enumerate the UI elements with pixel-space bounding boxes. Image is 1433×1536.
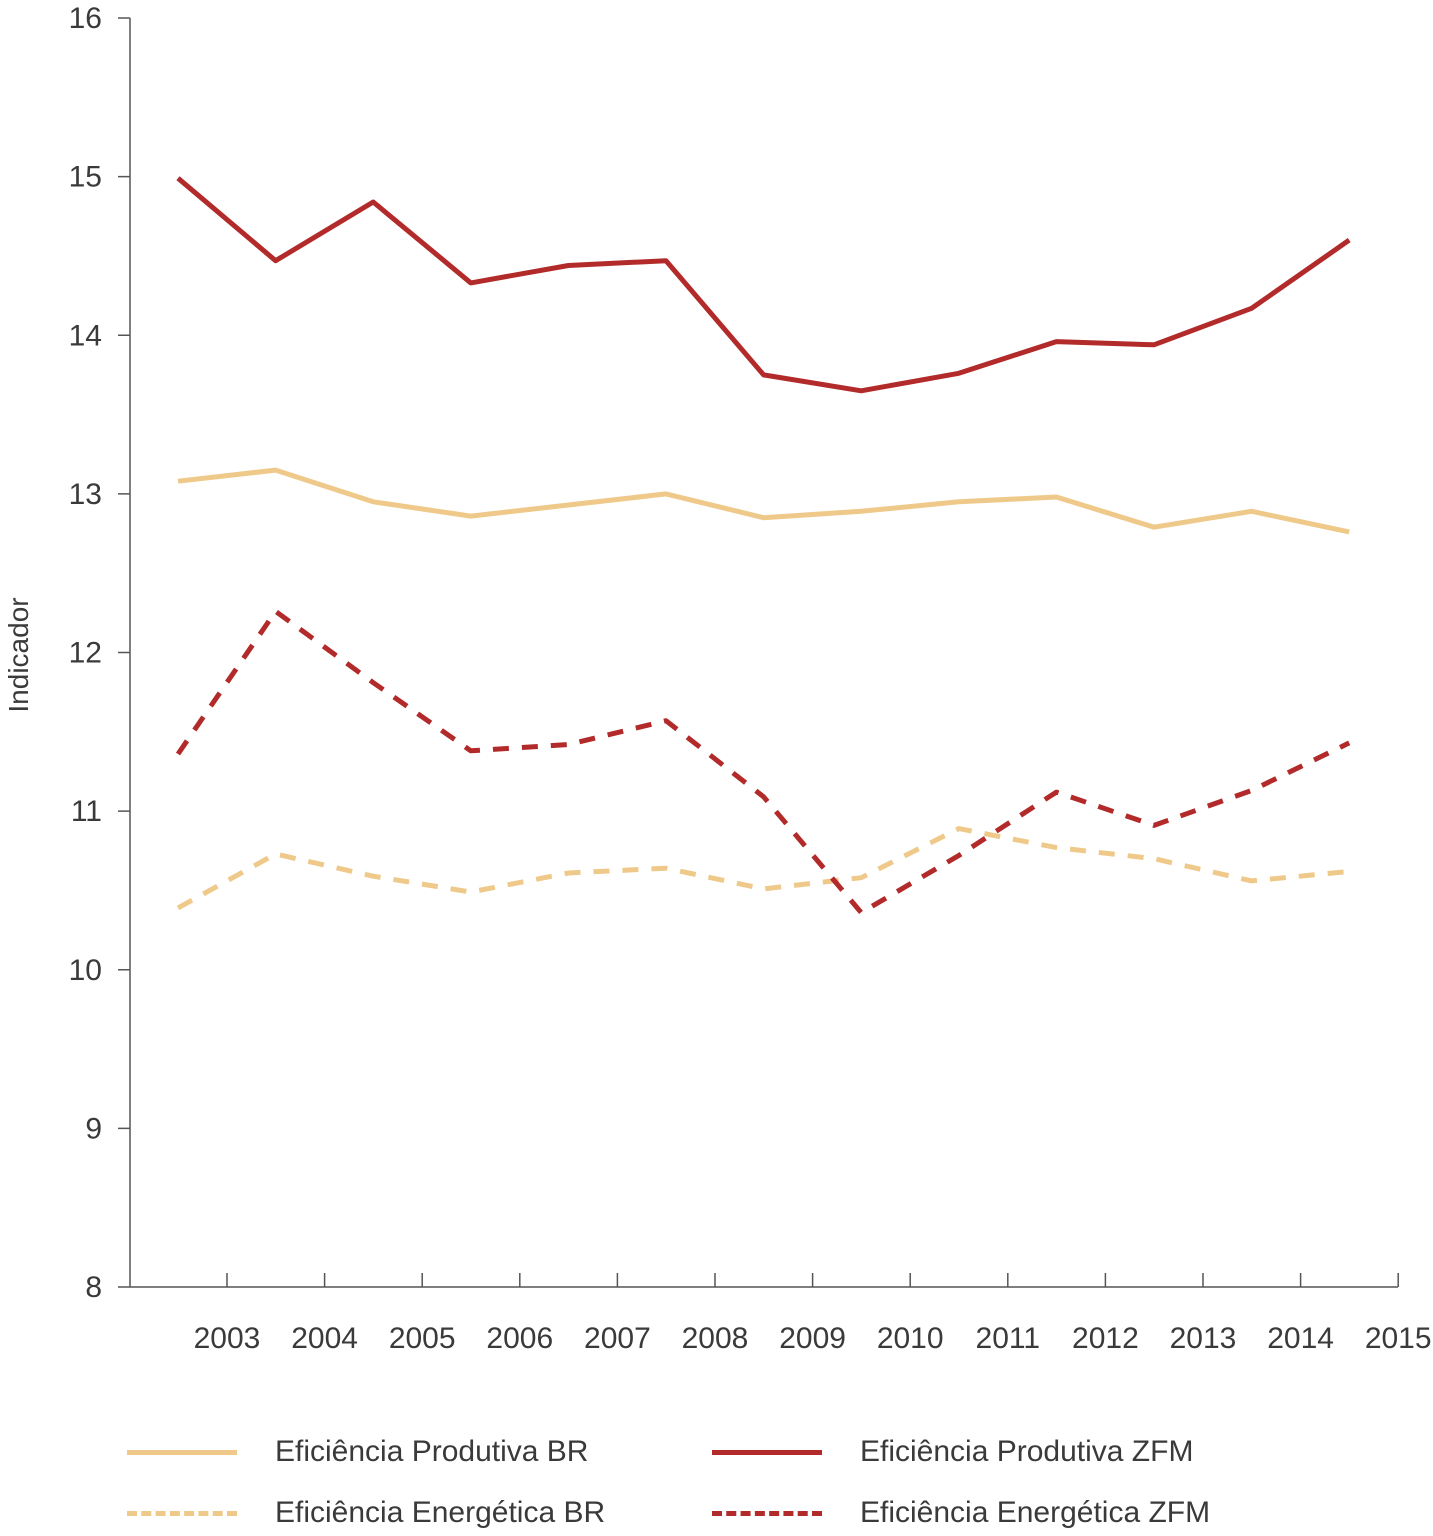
y-axis-title: Indicador bbox=[3, 597, 34, 712]
x-tick-label: 2006 bbox=[486, 1322, 553, 1355]
legend-label: Eficiência Energética BR bbox=[275, 1496, 606, 1529]
x-tick-label: 2008 bbox=[682, 1322, 749, 1355]
series-layer bbox=[175, 176, 1351, 916]
series-line-2 bbox=[176, 826, 1350, 911]
legend-swatch-solid-light bbox=[127, 1449, 237, 1455]
legend-label: Eficiência Produtiva BR bbox=[275, 1435, 589, 1468]
legend-item-eficiencia-energetica-zfm: Eficiência Energética ZFM bbox=[712, 1490, 1210, 1536]
x-tick-label: 2004 bbox=[291, 1322, 358, 1355]
legend-label: Eficiência Produtiva ZFM bbox=[860, 1435, 1194, 1468]
chart-axes: 8 9 10 11 12 13 14 15 16 2003 2004 2005 2006 2007 2008… bbox=[69, 2, 1432, 1355]
series-line-3 bbox=[175, 608, 1351, 916]
y-tick-label: 16 bbox=[69, 2, 102, 35]
y-tick-label: 15 bbox=[69, 161, 102, 194]
x-tick-label: 2003 bbox=[194, 1322, 261, 1355]
y-tick-label: 8 bbox=[85, 1271, 102, 1304]
x-tick-label: 2013 bbox=[1170, 1322, 1237, 1355]
legend-item-eficiencia-energetica-br: Eficiência Energética BR bbox=[127, 1490, 605, 1536]
x-tick-label: 2014 bbox=[1267, 1322, 1334, 1355]
x-tick-label: 2011 bbox=[976, 1322, 1041, 1355]
y-tick-label: 14 bbox=[69, 319, 102, 352]
x-tick-label: 2005 bbox=[389, 1322, 456, 1355]
y-tick-label: 9 bbox=[85, 1112, 102, 1145]
legend-swatch-solid-dark bbox=[712, 1449, 822, 1455]
x-tick-label: 2010 bbox=[877, 1322, 944, 1355]
y-tick-label: 13 bbox=[69, 478, 102, 511]
x-tick-label: 2009 bbox=[779, 1322, 846, 1355]
y-tick-label: 12 bbox=[69, 637, 102, 670]
series-line-1 bbox=[176, 176, 1351, 394]
line-chart: 8 9 10 11 12 13 14 15 16 2003 2004 2005 2006 2007 2008… bbox=[3, 2, 1432, 1355]
legend-label: Eficiência Energética ZFM bbox=[860, 1496, 1211, 1529]
x-tick-label: 2007 bbox=[584, 1322, 651, 1355]
legend-swatch-dashed-light bbox=[127, 1510, 237, 1516]
legend: Eficiência Produtiva BR Eficiência Produ… bbox=[0, 1410, 1433, 1533]
x-tick-label: 2015 bbox=[1365, 1322, 1432, 1355]
y-tick-label: 10 bbox=[69, 954, 102, 987]
x-tick-label: 2012 bbox=[1072, 1322, 1139, 1355]
legend-item-eficiencia-produtiva-zfm: Eficiência Produtiva ZFM bbox=[712, 1429, 1193, 1475]
y-tick-label: 11 bbox=[71, 795, 102, 828]
series-line-0 bbox=[177, 467, 1350, 535]
legend-item-eficiencia-produtiva-br: Eficiência Produtiva BR bbox=[127, 1429, 588, 1475]
legend-swatch-dashed-dark bbox=[712, 1510, 822, 1516]
